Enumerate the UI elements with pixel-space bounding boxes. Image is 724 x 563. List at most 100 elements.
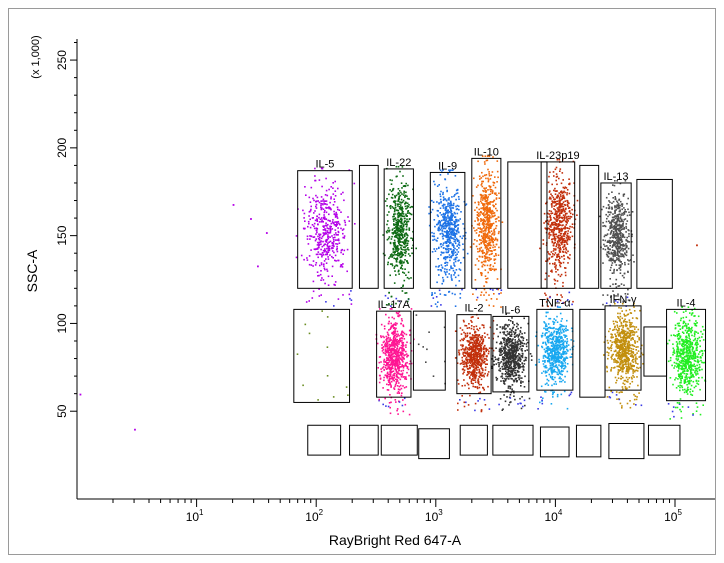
data-point	[523, 386, 526, 388]
data-point	[318, 288, 320, 290]
data-point	[463, 338, 466, 340]
data-point	[389, 242, 392, 245]
data-point	[480, 198, 482, 200]
data-point	[472, 347, 474, 350]
data-point	[474, 342, 476, 344]
data-point	[484, 216, 486, 219]
data-point	[447, 223, 450, 226]
data-point	[478, 368, 480, 371]
data-point	[398, 392, 400, 394]
data-point	[627, 293, 629, 295]
data-point	[393, 245, 396, 248]
data-point	[486, 349, 489, 351]
data-point	[614, 232, 617, 235]
data-point	[567, 205, 569, 207]
data-point	[548, 231, 551, 234]
data-point	[624, 218, 627, 220]
data-point	[504, 358, 506, 360]
data-point	[622, 248, 625, 250]
data-point	[350, 303, 353, 305]
data-point	[387, 340, 390, 343]
data-point	[612, 259, 614, 262]
data-point	[386, 357, 388, 359]
data-point	[348, 220, 351, 222]
data-point	[501, 353, 503, 356]
data-point	[391, 254, 394, 256]
data-point	[406, 276, 409, 279]
data-point	[482, 369, 484, 372]
data-point	[310, 205, 312, 208]
data-point	[449, 208, 452, 210]
data-point	[405, 213, 407, 216]
data-point	[485, 252, 488, 255]
data-point	[475, 336, 478, 339]
data-point	[511, 359, 514, 362]
data-point	[624, 263, 626, 266]
data-point	[501, 349, 504, 352]
data-point	[466, 364, 468, 367]
data-point	[565, 230, 567, 233]
data-point	[295, 256, 298, 259]
data-point	[481, 197, 484, 199]
data-point	[451, 243, 454, 245]
data-point	[450, 210, 453, 213]
data-point	[392, 361, 394, 364]
data-point	[397, 351, 399, 353]
data-point	[566, 235, 569, 238]
data-point	[507, 333, 509, 335]
data-point	[396, 213, 399, 215]
data-point	[447, 215, 449, 218]
data-point	[454, 305, 457, 307]
data-point	[618, 251, 621, 254]
data-point	[480, 373, 482, 375]
data-point	[632, 254, 634, 256]
data-point	[331, 242, 333, 244]
data-point	[395, 351, 398, 353]
data-point	[487, 229, 490, 231]
data-point	[513, 380, 515, 383]
data-point	[492, 349, 495, 352]
data-point	[558, 243, 560, 246]
data-point	[554, 258, 557, 261]
data-point	[560, 237, 562, 239]
data-point	[398, 198, 400, 200]
data-point	[509, 328, 511, 330]
data-point	[478, 345, 480, 347]
data-point	[477, 362, 480, 364]
data-point	[336, 250, 339, 253]
data-point	[385, 338, 387, 341]
data-point	[402, 348, 405, 351]
data-point	[543, 222, 545, 224]
data-point	[480, 344, 483, 347]
data-point	[627, 259, 629, 261]
data-point	[435, 296, 438, 298]
data-point	[621, 208, 623, 211]
data-point	[348, 293, 351, 296]
data-point	[477, 329, 480, 332]
data-point	[480, 383, 482, 386]
data-point	[560, 211, 563, 214]
data-point	[549, 224, 552, 227]
data-point	[458, 280, 461, 282]
data-point	[602, 262, 604, 264]
data-point	[396, 373, 398, 375]
data-point	[605, 302, 608, 304]
data-point	[494, 262, 496, 264]
data-point	[438, 274, 440, 276]
data-point	[383, 363, 385, 366]
data-point	[401, 230, 403, 232]
data-point	[461, 385, 464, 387]
data-point	[393, 364, 396, 366]
data-point	[521, 354, 524, 357]
data-point	[406, 212, 409, 214]
data-point	[513, 370, 515, 372]
data-point	[477, 227, 480, 229]
data-point	[493, 199, 496, 202]
data-point	[514, 367, 516, 369]
data-point	[448, 256, 451, 259]
data-point	[392, 352, 395, 355]
data-point	[473, 335, 476, 337]
data-point	[336, 245, 338, 248]
data-point	[442, 280, 445, 283]
data-point	[393, 267, 395, 269]
